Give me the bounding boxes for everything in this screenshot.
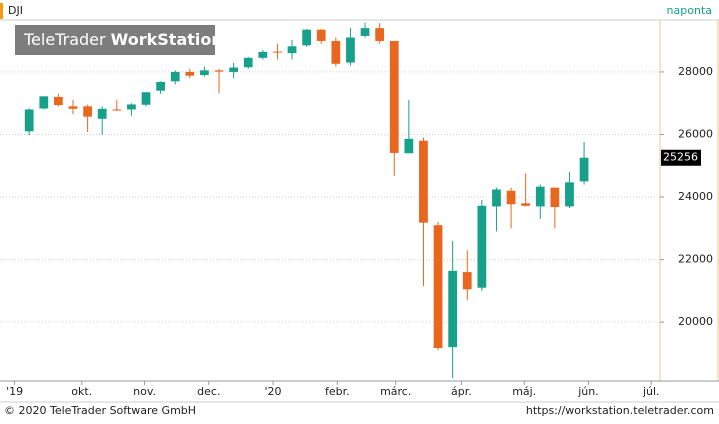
candle-body [112, 109, 122, 111]
candle-body [185, 71, 195, 76]
candle-body [565, 182, 574, 207]
candle-body [448, 270, 458, 348]
candle-body [404, 138, 414, 154]
y-tick-label: 26000 [678, 127, 713, 140]
candle-body [375, 28, 385, 41]
candle-body [433, 225, 443, 349]
candle-body [462, 272, 472, 290]
x-tick-label: ápr. [451, 385, 472, 398]
candle-body [506, 190, 516, 205]
candle-body [54, 96, 63, 106]
chart-subtitle: naponta [667, 4, 712, 17]
symbol-marker [0, 3, 3, 19]
watermark: TeleTrader WorkStation [23, 30, 223, 49]
last-price-box [661, 149, 701, 166]
last-price-label: 25256 [663, 151, 698, 164]
candle-body [346, 37, 355, 63]
candles [24, 22, 589, 379]
candle-body [243, 57, 253, 68]
candle-body [331, 40, 341, 64]
candle-body [316, 29, 326, 41]
x-tick-label: dec. [197, 385, 220, 398]
candle-body [579, 157, 589, 182]
y-tick-label: 24000 [678, 190, 713, 203]
x-tick-label: febr. [325, 385, 350, 398]
candle-body [535, 186, 545, 207]
candle-body [492, 189, 501, 207]
candle-body [170, 71, 180, 82]
x-tick-label: '20 [265, 385, 282, 398]
x-tick-label: '19 [6, 385, 23, 398]
grid [0, 71, 660, 323]
candle-body [273, 51, 282, 53]
candle-body [389, 40, 399, 153]
candle-body [141, 92, 151, 105]
y-tick-label: 22000 [678, 253, 713, 266]
watermark-product: WorkStation [111, 30, 223, 49]
x-tick-label: máj. [512, 385, 536, 398]
watermark-brand: TeleTrader [23, 30, 106, 49]
candle-body [360, 28, 370, 36]
candle-body [24, 109, 34, 132]
candle-body [302, 29, 312, 46]
x-tick-label: jún. [577, 385, 599, 398]
candle-body [156, 81, 165, 91]
candle-body [200, 70, 209, 76]
url: https://workstation.teletrader.com [526, 404, 714, 417]
candle-body [550, 187, 560, 208]
candle-body [39, 96, 49, 109]
watermark-box [15, 25, 215, 55]
candle-body [521, 203, 531, 206]
candle-body [214, 70, 224, 72]
candle-body [477, 205, 487, 288]
candle-body [419, 140, 428, 223]
x-tick-label: nov. [133, 385, 156, 398]
candle-body [287, 46, 297, 54]
candle-body [229, 67, 239, 72]
candle-body [68, 106, 78, 109]
candle-body [83, 106, 92, 117]
candle-body [97, 108, 107, 119]
copyright: © 2020 TeleTrader Software GmbH [4, 404, 196, 417]
candle-body [258, 51, 268, 58]
chart-title: DJI [8, 4, 23, 17]
x-tick-label: okt. [71, 385, 92, 398]
y-tick-label: 20000 [678, 315, 713, 328]
x-tick-label: márc. [380, 385, 411, 398]
y-tick-label: 28000 [678, 65, 713, 78]
candle-body [127, 104, 136, 110]
x-tick-label: júl. [642, 385, 660, 398]
